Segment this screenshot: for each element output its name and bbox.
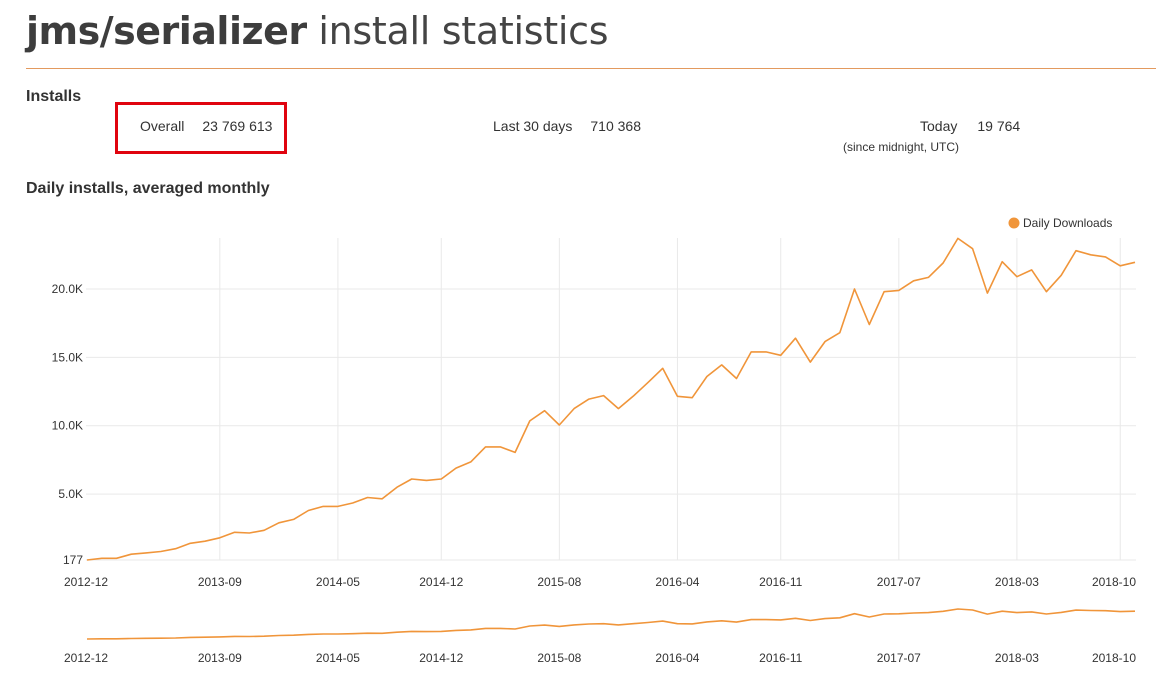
x-tick-label: 2016-11 [759, 575, 802, 589]
y-tick-label: 10.0K [52, 419, 83, 433]
last-30-days-value: 710 368 [590, 118, 641, 134]
x-tick-label: 2012-12 [64, 575, 108, 589]
last-30-days-label: Last 30 days [493, 118, 573, 134]
navigator-x-tick-label: 2014-05 [316, 651, 360, 665]
x-tick-label: 2017-07 [877, 575, 921, 589]
y-tick-label: 177 [63, 553, 83, 567]
navigator-x-tick-label: 2016-11 [759, 651, 802, 665]
y-tick-label: 5.0K [58, 487, 83, 501]
navigator-x-tick-label: 2017-07 [877, 651, 921, 665]
navigator-x-tick-label: 2015-08 [537, 651, 581, 665]
daily-installs-chart[interactable]: 177 5.0K 10.0K 15.0K 20.0K 2012-12 2013-09 2014… [0, 200, 1171, 600]
overall-label: Overall [140, 118, 185, 134]
series-line-daily-downloads [86, 237, 1136, 561]
navigator-x-tick-label: 2018-03 [995, 651, 1039, 665]
title-divider [26, 68, 1156, 69]
overall-value: 23 769 613 [202, 118, 273, 134]
overall-highlight-box [115, 102, 287, 154]
navigator-x-tick-label: 2014-12 [419, 651, 463, 665]
x-tick-label: 2014-12 [419, 575, 463, 589]
today-stat: Today 19 764 [920, 118, 1020, 134]
page-title-suffix: install statistics [306, 9, 609, 53]
legend-marker [1008, 217, 1020, 229]
x-tick-label: 2016-04 [655, 575, 699, 589]
today-note: (since midnight, UTC) [843, 140, 960, 154]
y-tick-label: 20.0K [52, 282, 83, 296]
overall-stat: Overall 23 769 613 [140, 118, 272, 134]
range-navigator-chart[interactable]: 2012-12 2013-09 2014-05 2014-12 2015-08 2016-… [0, 596, 1171, 666]
legend-label: Daily Downloads [1023, 216, 1112, 230]
navigator-x-tick-label: 2016-04 [655, 651, 699, 665]
page-title: jms/serializer install statistics [26, 8, 609, 54]
navigator-series-line [86, 608, 1136, 640]
x-tick-label: 2018-10 [1092, 575, 1136, 589]
y-tick-label: 15.0K [52, 350, 83, 364]
installs-heading: Installs [26, 88, 82, 105]
navigator-x-tick-label: 2013-09 [198, 651, 242, 665]
x-tick-label: 2015-08 [537, 575, 581, 589]
x-tick-label: 2014-05 [316, 575, 360, 589]
x-tick-label: 2013-09 [198, 575, 242, 589]
today-label: Today [920, 118, 958, 134]
today-value: 19 764 [977, 118, 1021, 134]
package-name: jms/serializer [26, 9, 307, 53]
last-30-days-stat: Last 30 days 710 368 [493, 118, 641, 134]
x-tick-label: 2018-03 [995, 575, 1039, 589]
navigator-x-tick-label: 2012-12 [64, 651, 108, 665]
chart-heading: Daily installs, averaged monthly [26, 180, 270, 197]
navigator-x-tick-label: 2018-10 [1092, 651, 1136, 665]
